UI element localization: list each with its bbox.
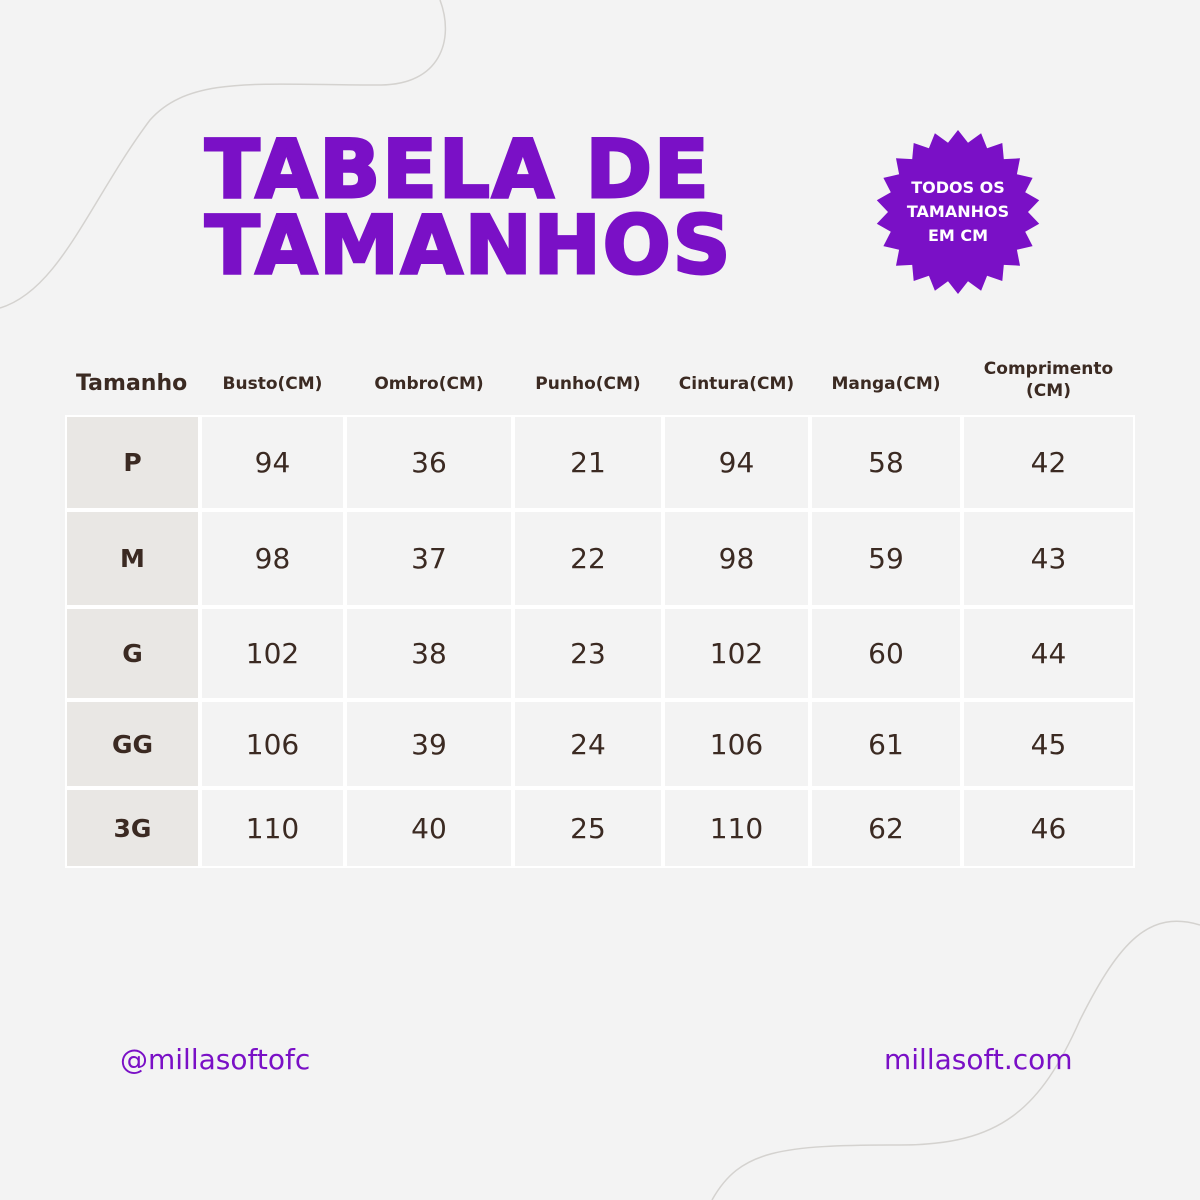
measurement-cell: 22 [513,510,663,607]
measurement-cell: 98 [663,510,810,607]
website-link[interactable]: millasoft.com [884,1043,1073,1076]
measurement-cell: 94 [200,415,345,510]
column-header: Busto(CM) [222,374,323,394]
measurement-cell: 58 [810,415,962,510]
measurement-cell: 24 [513,700,663,788]
measurement-cell: 21 [513,415,663,510]
column-header: Comprimento (CM) [983,359,1114,401]
measurement-cell: 42 [962,415,1135,510]
measurement-cell: 45 [962,700,1135,788]
starburst-badge-icon [876,130,1040,294]
column-header: Cintura(CM) [678,374,795,394]
size-label-cell: P [65,415,200,510]
measurement-cell: 106 [200,700,345,788]
measurement-cell: 60 [810,607,962,700]
measurement-cell: 110 [200,788,345,868]
column-header: Ombro(CM) [374,374,484,394]
measurement-cell: 102 [200,607,345,700]
measurement-cell: 36 [345,415,513,510]
badge-label: TODOS OS TAMANHOS EM CM [906,178,1010,245]
size-label-cell: GG [65,700,200,788]
measurement-cell: 106 [663,700,810,788]
measurement-cell: 102 [663,607,810,700]
measurement-cell: 94 [663,415,810,510]
measurement-cell: 39 [345,700,513,788]
column-header: Manga(CM) [831,374,941,394]
measurement-cell: 110 [663,788,810,868]
measurement-cell: 23 [513,607,663,700]
measurement-cell: 25 [513,788,663,868]
measurement-cell: 37 [345,510,513,607]
measurement-cell: 43 [962,510,1135,607]
instagram-handle: @millasoftofc [120,1043,311,1076]
measurement-cell: 44 [962,607,1135,700]
measurement-cell: 98 [200,510,345,607]
measurement-cell: 40 [345,788,513,868]
column-header: Tamanho [76,371,188,396]
size-label-cell: G [65,607,200,700]
measurement-cell: 61 [810,700,962,788]
size-label-cell: M [65,510,200,607]
page-title: TABELA DE TAMANHOS [203,123,733,292]
measurement-cell: 62 [810,788,962,868]
measurement-cell: 38 [345,607,513,700]
size-label-cell: 3G [65,788,200,868]
column-header: Punho(CM) [535,374,641,394]
measurement-cell: 46 [962,788,1135,868]
measurement-cell: 59 [810,510,962,607]
